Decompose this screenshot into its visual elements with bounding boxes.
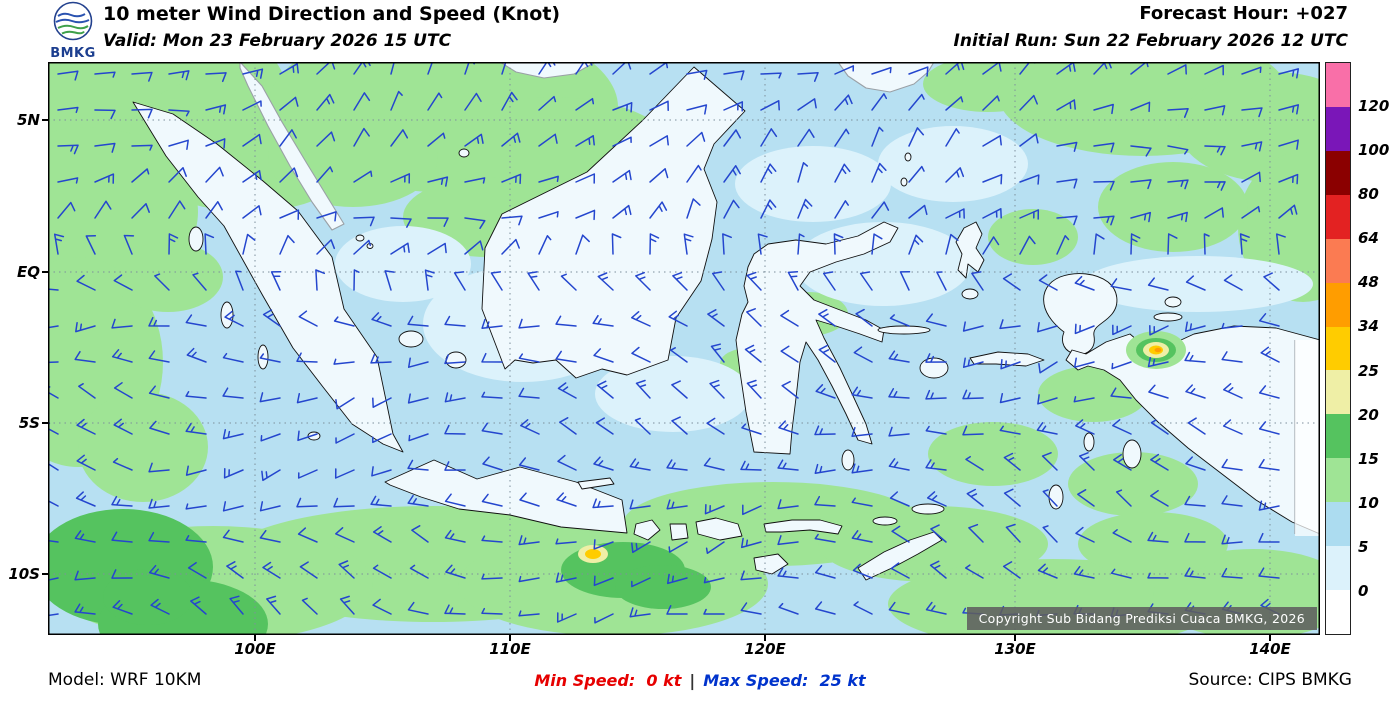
longitude-label: 140E [1249, 640, 1291, 658]
longitude-label: 110E [489, 640, 531, 658]
map-border [48, 62, 1320, 635]
indochina-tip [499, 62, 597, 79]
forecast-hour: Forecast Hour: +027 [1139, 3, 1348, 24]
colorbar-segment [1326, 370, 1350, 415]
colorbar-segments [1326, 63, 1350, 634]
colorbar-value: 0 [1358, 581, 1369, 600]
header: BMKG 10 meter Wind Direction and Speed (… [0, 0, 1400, 61]
colorbar-segment [1326, 326, 1350, 371]
wind-barbs-layer [48, 62, 1300, 624]
colorbar-segment [1326, 63, 1350, 107]
colorbar-segment [1326, 502, 1350, 547]
island-flores [763, 519, 843, 535]
colorbar-value: 80 [1358, 185, 1379, 204]
latitude-label: EQ [17, 263, 40, 281]
colorbar-value: 5 [1358, 537, 1369, 556]
copyright-notice: Copyright Sub Bidang Prediksi Cuaca BMKG… [966, 607, 1317, 630]
island-buru [919, 357, 949, 379]
indonesia-map-svg [48, 62, 1320, 635]
bmkg-logo: BMKG [46, 1, 100, 60]
colorbar-value: 48 [1358, 273, 1379, 292]
colorbar-segment [1326, 282, 1350, 327]
island-sumba [753, 553, 789, 575]
colorbar-value: 20 [1358, 405, 1379, 424]
colorbar-segment [1326, 546, 1350, 591]
island-halmahera [955, 221, 985, 279]
island-java [384, 459, 628, 534]
colorbar-value: 100 [1358, 141, 1390, 160]
colorbar-segment [1326, 238, 1350, 283]
island-kalimantan [481, 66, 746, 379]
source-label: Source: CIPS BMKG [1188, 670, 1352, 690]
wind-map: Copyright Sub Bidang Prediksi Cuaca BMKG… [48, 62, 1320, 635]
colorbar-segment [1326, 106, 1350, 151]
colorbar-value: 120 [1358, 97, 1390, 116]
island-timor [857, 531, 943, 581]
island-sumbawa [695, 517, 743, 541]
initial-run: Initial Run: Sun 22 February 2026 12 UTC [953, 31, 1348, 51]
landmass-outlines [132, 66, 1320, 581]
malay-peninsula [239, 62, 345, 231]
colorbar-segment [1326, 458, 1350, 503]
island-lombok [669, 523, 689, 541]
latitude-label: 5N [17, 111, 40, 129]
colorbar-segment [1326, 194, 1350, 239]
footer: Model: WRF 10KM Min Speed: 0 kt | Max Spee… [0, 662, 1400, 709]
map-title: 10 meter Wind Direction and Speed (Knot) [103, 3, 561, 25]
colorbar-labels: 0 5 10 15 20 25 34 48 64 80 100 120 [1358, 62, 1400, 635]
colorbar-value: 15 [1358, 449, 1379, 468]
bmkg-logo-icon [53, 1, 93, 41]
colorbar-value: 10 [1358, 493, 1379, 512]
latitude-label: 10S [8, 565, 40, 583]
foreign-coastlines [239, 62, 1296, 534]
colorbar-value: 64 [1358, 229, 1379, 248]
island-bali [633, 519, 661, 541]
speed-separator: | [689, 671, 696, 690]
longitude-tick [1269, 635, 1271, 641]
png-mask [1295, 340, 1320, 536]
min-speed-label: Min Speed: 0 kt [534, 671, 682, 690]
longitude-tick [509, 635, 511, 641]
wind-speed-shading [48, 62, 1320, 635]
longitude-label: 130E [994, 640, 1036, 658]
colorbar-segment [1326, 150, 1350, 195]
colorbar-segment [1326, 590, 1350, 634]
grid-lines [48, 62, 1320, 635]
colorbar-value: 25 [1358, 361, 1379, 380]
colorbar-legend [1325, 62, 1351, 635]
model-label: Model: WRF 10KM [48, 670, 202, 690]
bmkg-logo-text: BMKG [50, 46, 96, 61]
speed-hotspots [578, 331, 1186, 563]
latitude-label: 5S [18, 414, 40, 432]
mindanao-tip [837, 62, 935, 93]
colorbar-value: 34 [1358, 317, 1379, 336]
max-speed-label: Max Speed: 25 kt [703, 671, 866, 690]
island-sulawesi [735, 221, 899, 455]
longitude-label: 120E [744, 640, 786, 658]
longitude-label: 100E [234, 640, 276, 658]
island-papua-head [1043, 273, 1118, 355]
longitude-tick [254, 635, 256, 641]
speed-summary: Min Speed: 0 kt | Max Speed: 25 kt [0, 671, 1400, 690]
longitude-tick [1014, 635, 1016, 641]
longitude-tick [764, 635, 766, 641]
valid-time: Valid: Mon 23 February 2026 15 UTC [103, 31, 452, 51]
colorbar-segment [1326, 414, 1350, 459]
